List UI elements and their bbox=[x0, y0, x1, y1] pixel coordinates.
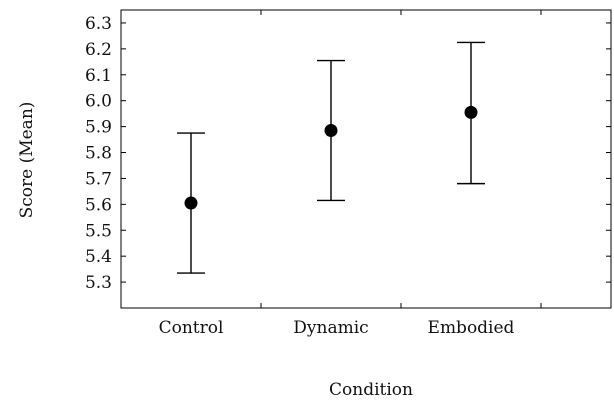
data-point bbox=[464, 105, 478, 119]
x-tick-label: Control bbox=[159, 318, 224, 338]
error-bars bbox=[177, 41, 485, 274]
y-tick-label: 6.1 bbox=[85, 66, 112, 86]
x-tick-label: Dynamic bbox=[293, 318, 368, 338]
x-axis-ticks: Control Dynamic Embodied bbox=[159, 10, 542, 338]
plot-frame bbox=[120, 9, 612, 309]
data-points bbox=[184, 105, 478, 210]
y-tick-label: 5.5 bbox=[85, 221, 112, 241]
y-tick-label: 5.4 bbox=[85, 247, 112, 267]
x-tick-label: Embodied bbox=[428, 318, 515, 338]
x-axis-title: Condition bbox=[329, 380, 413, 400]
data-point bbox=[184, 196, 198, 210]
y-tick-label: 6.3 bbox=[85, 14, 112, 34]
data-point bbox=[324, 123, 338, 137]
y-tick-label: 6.2 bbox=[85, 40, 112, 60]
y-axis-title: Score (Mean) bbox=[17, 102, 37, 219]
y-tick-label: 5.3 bbox=[85, 273, 112, 293]
y-tick-label: 6.0 bbox=[85, 92, 112, 112]
y-tick-label: 5.6 bbox=[85, 195, 112, 215]
y-tick-label: 5.8 bbox=[85, 144, 112, 164]
y-tick-label: 5.9 bbox=[85, 118, 112, 138]
y-axis-ticks: 5.3 5.4 5.5 5.6 5.7 5.8 5.9 6.0 6.1 6.2 6.3 bbox=[85, 14, 611, 293]
y-tick-label: 5.7 bbox=[85, 169, 112, 189]
